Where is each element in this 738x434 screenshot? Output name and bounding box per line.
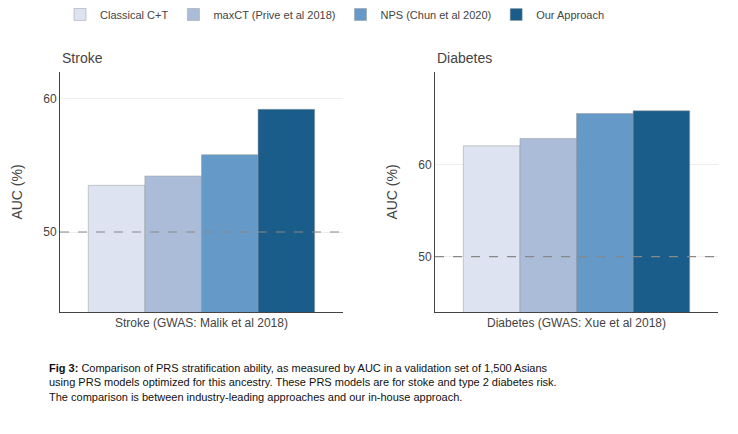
svg-text:AUC (%): AUC (%) [9,164,25,219]
svg-text:Diabetes (GWAS: Xue et al 2018: Diabetes (GWAS: Xue et al 2018) [487,316,666,330]
svg-text:60: 60 [418,158,432,172]
svg-text:Diabetes: Diabetes [437,50,492,66]
svg-text:60: 60 [43,92,57,106]
svg-text:Fig 3: Comparison of PRS strat: Fig 3: Comparison of PRS stratification … [49,362,557,403]
svg-text:AUC (%): AUC (%) [384,164,400,219]
svg-text:NPS (Chun et al 2020): NPS (Chun et al 2020) [381,9,492,21]
svg-text:50: 50 [418,250,432,264]
svg-text:maxCT (Prive et al 2018): maxCT (Prive et al 2018) [213,9,335,21]
svg-text:Our Approach: Our Approach [536,9,604,21]
svg-text:Classical C+T: Classical C+T [100,9,168,21]
svg-text:Stroke (GWAS: Malik et al 2018: Stroke (GWAS: Malik et al 2018) [115,316,288,330]
svg-text:Stroke: Stroke [62,50,103,66]
svg-text:50: 50 [43,225,57,239]
